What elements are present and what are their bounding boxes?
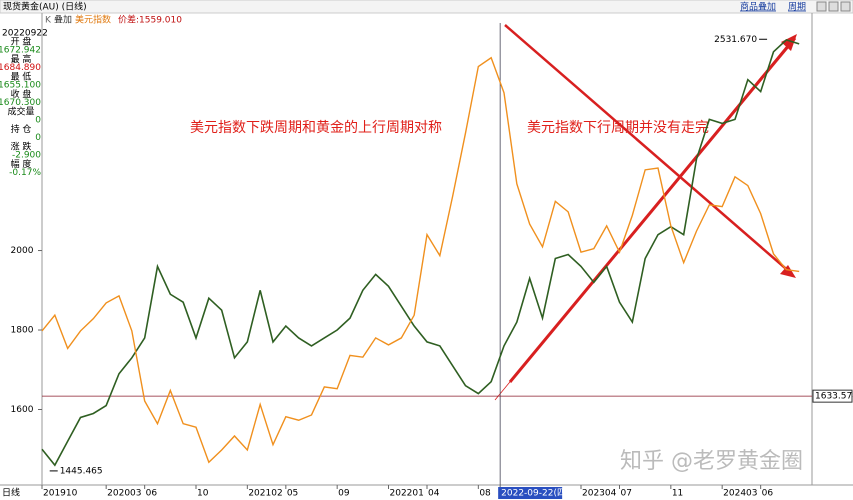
x-tick-label: 05 [287, 489, 298, 499]
extreme-label: 2531.670 [714, 35, 757, 45]
x-tick-label: 09 [338, 489, 350, 499]
x-tick-label: 06 [146, 489, 158, 499]
info-value: 0 [35, 116, 41, 126]
overlay-label: 叠加 [54, 15, 72, 26]
x-tick-label: 11 [672, 489, 683, 499]
info-label: 开 盘 [11, 36, 32, 48]
info-label: 收 盘 [11, 88, 32, 100]
button[interactable]: 商品叠加 [740, 1, 776, 13]
annotation: 美元指数下行周期并没有走完 [527, 120, 709, 136]
x-tick-label: 2022-09-22(四) [501, 489, 569, 499]
extreme-label: 1445.465 [60, 466, 103, 476]
button[interactable]: 周期 [788, 2, 806, 13]
reference-label: 1633.578 [815, 392, 853, 402]
info-label: 幅 度 [11, 158, 32, 170]
x-tick-label: 202304 [582, 489, 617, 499]
title-bar [0, 0, 853, 14]
spread: 价差:1559.010 [118, 14, 182, 26]
info-label: 最 高 [11, 53, 32, 65]
info-label: 最 低 [11, 71, 32, 83]
x-tick-label: 07 [621, 489, 632, 499]
x-tick-label: 10 [197, 489, 209, 499]
info-label: 成交量 [7, 106, 34, 118]
arrow-head [780, 265, 796, 278]
info-value: 1672.942 [0, 46, 41, 56]
x-tick-label: 201910 [43, 489, 78, 499]
arrow [504, 24, 793, 275]
overlay-name: 美元指数 [75, 14, 111, 26]
x-tick-label: 202403 [723, 489, 757, 499]
info-value: -2.900 [12, 151, 41, 161]
arrow-head [781, 34, 797, 51]
k-label: K [45, 16, 52, 26]
x-tick-label: 06 [762, 489, 774, 499]
window-title: 现货黄金(AU) (日线) [3, 1, 87, 13]
x-tick-label: 202201 [390, 489, 424, 499]
watermark: 知乎 @老罗黄金圈 [620, 449, 803, 474]
y-tick-label: 2000 [11, 246, 34, 256]
window-button[interactable] [840, 1, 851, 12]
x-tick-label: 08 [479, 489, 491, 499]
x-tick-label: 202003 [107, 489, 141, 499]
window-button[interactable] [816, 1, 827, 12]
annotation: 美元指数下跌周期和黄金的上行周期对称 [190, 119, 442, 136]
x-tick-label: 202102 [248, 489, 282, 499]
series-line [41, 56, 800, 464]
series-line [41, 39, 800, 467]
info-label: 涨 跌 [11, 142, 32, 153]
info-value: 1684.890 [0, 63, 41, 73]
info-value: 1670.300 [0, 98, 41, 108]
y-tick-label: 1600 [11, 405, 34, 415]
info-label: 持 仓 [11, 123, 32, 135]
x-tick-highlight [498, 487, 563, 499]
info-date: 20220922 [2, 29, 48, 39]
info-value: 0 [35, 133, 41, 143]
period-label: 日线 [2, 487, 20, 499]
info-value: -0.17% [9, 168, 41, 178]
window-button[interactable] [828, 1, 839, 12]
reference-box [812, 389, 853, 403]
y-tick-label: 1800 [11, 326, 34, 336]
x-tick-label: 04 [428, 489, 440, 499]
info-value: 1655.100 [0, 81, 41, 91]
